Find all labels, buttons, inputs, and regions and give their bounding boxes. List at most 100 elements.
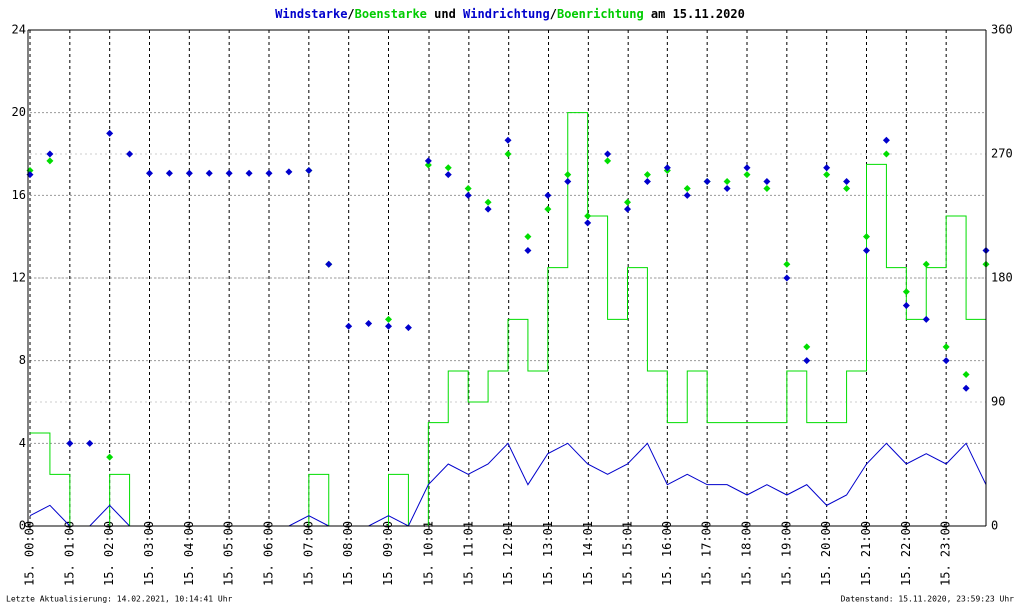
direction-marker: [464, 191, 472, 199]
x-tick-label: 15. 01:00: [62, 521, 76, 586]
direction-marker: [66, 439, 74, 447]
title-segment: /: [550, 7, 557, 21]
direction-marker: [663, 164, 671, 172]
direction-marker: [882, 136, 890, 144]
x-tick-label: 15. 18:00: [740, 521, 754, 586]
y-tick-label: 0: [19, 519, 26, 533]
title-segment: Windrichtung: [463, 7, 550, 21]
direction-marker: [962, 370, 970, 378]
direction-marker: [604, 157, 612, 165]
direction-marker: [544, 205, 552, 213]
title-segment: und: [427, 7, 463, 21]
direction-marker: [783, 274, 791, 282]
x-tick-label: 15. 22:00: [899, 521, 913, 586]
y-tick-label: 8: [19, 353, 26, 367]
x-tick-label: 15. 09:00: [381, 521, 395, 586]
direction-marker: [86, 439, 94, 447]
x-tick-label: 15. 15:01: [621, 521, 635, 586]
x-tick-label: 15. 04:00: [182, 521, 196, 586]
direction-marker: [424, 157, 432, 165]
direction-marker: [743, 164, 751, 172]
x-tick-label: 15. 17:00: [700, 521, 714, 586]
direction-marker: [723, 178, 731, 186]
direction-marker: [305, 167, 313, 175]
direction-marker: [46, 150, 54, 158]
direction-marker: [962, 384, 970, 392]
direction-marker: [484, 205, 492, 213]
x-tick-label: 15. 23:00: [939, 521, 953, 586]
direction-marker: [524, 246, 532, 254]
direction-marker: [942, 343, 950, 351]
direction-marker: [803, 357, 811, 365]
direction-marker: [564, 178, 572, 186]
title-segment: Boenrichtung: [557, 7, 644, 21]
y2-tick-label: 270: [991, 147, 1013, 161]
direction-marker: [683, 191, 691, 199]
direction-marker: [544, 191, 552, 199]
direction-marker: [643, 171, 651, 179]
x-tick-label: 15. 13:01: [541, 521, 555, 586]
y2-tick-label: 360: [991, 23, 1013, 37]
x-tick-label: 15. 11:01: [461, 521, 475, 586]
direction-marker: [484, 198, 492, 206]
direction-marker: [265, 169, 273, 177]
y-tick-label: 12: [12, 271, 26, 285]
direction-marker: [803, 343, 811, 351]
direction-marker: [843, 178, 851, 186]
direction-marker: [564, 171, 572, 179]
y-tick-label: 24: [12, 23, 26, 37]
footer-left: Letzte Aktualisierung: 14.02.2021, 10:14…: [6, 595, 233, 604]
direction-marker: [225, 169, 233, 177]
x-tick-label: 15. 02:00: [102, 521, 116, 586]
direction-marker: [604, 150, 612, 158]
x-tick-label: 15. 12:01: [501, 521, 515, 586]
direction-marker: [703, 178, 711, 186]
title-segment: am 15.11.2020: [644, 7, 745, 21]
direction-marker: [823, 164, 831, 172]
direction-marker: [46, 157, 54, 165]
direction-marker: [584, 212, 592, 220]
title-segment: Boenstarke: [355, 7, 427, 21]
direction-marker: [643, 178, 651, 186]
direction-marker: [763, 178, 771, 186]
x-tick-label: 15. 00:00: [23, 521, 37, 586]
direction-marker: [205, 169, 213, 177]
x-tick-label: 15. 19:00: [779, 521, 793, 586]
y-tick-label: 16: [12, 188, 26, 202]
x-tick-label: 15. 08:00: [341, 521, 355, 586]
x-tick-label: 15. 14:01: [581, 521, 595, 586]
direction-marker: [922, 315, 930, 323]
direction-marker: [863, 233, 870, 241]
direction-marker: [624, 205, 631, 213]
direction-marker: [106, 129, 114, 137]
direction-marker: [325, 260, 333, 268]
direction-marker: [126, 150, 134, 158]
x-tick-label: 15. 21:00: [859, 521, 873, 586]
direction-marker: [444, 171, 452, 179]
direction-marker: [624, 198, 631, 206]
y-tick-label: 20: [12, 105, 26, 119]
title-segment: Windstarke: [275, 7, 347, 21]
direction-marker: [504, 150, 512, 158]
x-tick-label: 15. 06:00: [262, 521, 276, 586]
direction-marker: [245, 169, 253, 177]
direction-marker: [464, 184, 472, 192]
direction-marker: [823, 171, 831, 179]
direction-marker: [185, 169, 193, 177]
direction-marker: [285, 168, 293, 176]
x-tick-label: 15. 05:00: [222, 521, 236, 586]
direction-marker: [882, 150, 890, 158]
y-tick-label: 4: [19, 436, 26, 450]
direction-marker: [524, 233, 532, 241]
direction-marker: [165, 169, 173, 177]
title-segment: /: [347, 7, 354, 21]
direction-marker: [444, 164, 452, 172]
footer-right: Datenstand: 15.11.2020, 23:59:23 Uhr: [841, 595, 1015, 604]
direction-marker: [902, 288, 910, 296]
direction-marker: [922, 260, 930, 268]
direction-marker: [863, 246, 870, 254]
y2-tick-label: 0: [991, 519, 998, 533]
x-tick-label: 15. 20:00: [819, 521, 833, 586]
